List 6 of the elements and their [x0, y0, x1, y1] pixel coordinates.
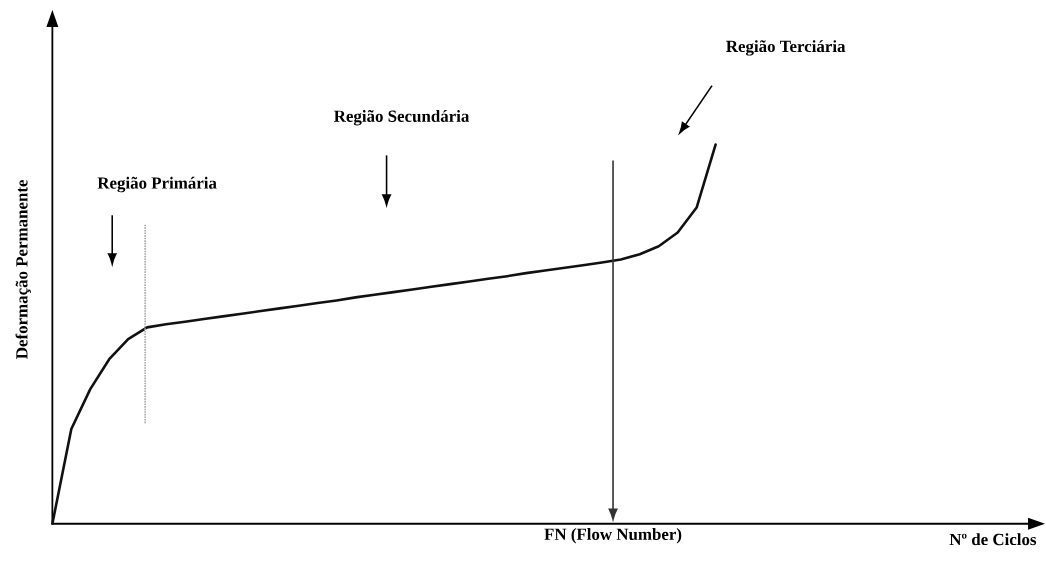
text: FN (Flow Number)	[544, 528, 682, 544]
x-axis-title: Nº de Ciclos	[949, 533, 1037, 546]
annotation: Região Primária	[97, 176, 217, 193]
text: Região Terciária	[726, 40, 846, 56]
text: Região Secundária	[334, 110, 470, 126]
y-axis-title: Deformação Permanente	[15, 180, 31, 360]
